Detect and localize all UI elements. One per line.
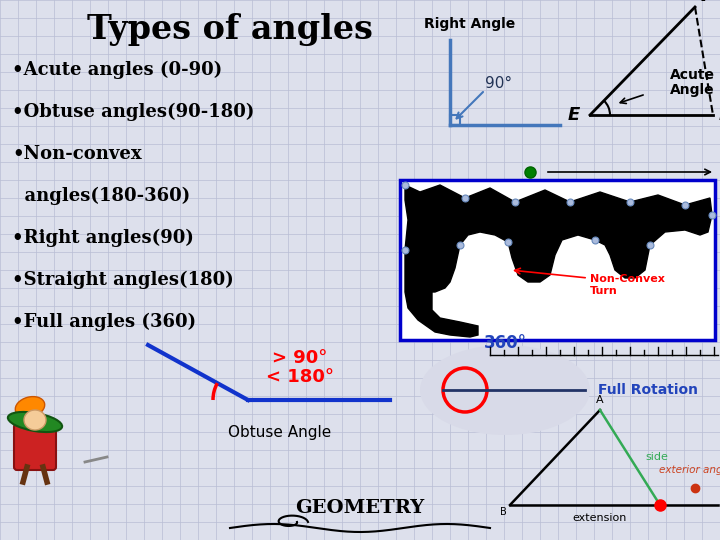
Text: B: B: [500, 507, 507, 517]
Text: GEOMETRY: GEOMETRY: [295, 499, 425, 517]
Ellipse shape: [420, 345, 590, 435]
Text: •Non-convex: •Non-convex: [12, 145, 142, 163]
Text: E: E: [568, 106, 580, 124]
Text: A: A: [596, 395, 604, 405]
Bar: [450, 115, 460, 125]
Text: < 180°: < 180°: [266, 368, 334, 386]
Text: •Straight angles(180): •Straight angles(180): [12, 271, 234, 289]
Text: exterior angle: exterior angle: [659, 465, 720, 475]
Text: Right Angle: Right Angle: [424, 17, 516, 31]
Text: Acute: Acute: [670, 68, 715, 82]
FancyBboxPatch shape: [14, 424, 56, 470]
Text: Full Rotation: Full Rotation: [598, 383, 698, 397]
Text: •Acute angles (0-90): •Acute angles (0-90): [12, 61, 222, 79]
Text: Angle: Angle: [670, 83, 715, 97]
Text: side: side: [645, 453, 668, 462]
Ellipse shape: [15, 396, 45, 417]
Text: •Right angles(90): •Right angles(90): [12, 229, 194, 247]
Polygon shape: [405, 185, 712, 337]
Text: 360°: 360°: [484, 334, 526, 352]
Text: 90°: 90°: [485, 76, 512, 91]
Text: > 90°: > 90°: [272, 349, 328, 367]
Text: F: F: [701, 0, 714, 5]
Text: Obtuse Angle: Obtuse Angle: [228, 424, 332, 440]
Ellipse shape: [8, 412, 62, 432]
Text: Non-Convex
Turn: Non-Convex Turn: [590, 274, 665, 296]
Text: D: D: [719, 106, 720, 124]
Ellipse shape: [24, 410, 46, 430]
Text: angles(180-360): angles(180-360): [12, 187, 190, 205]
Text: •Obtuse angles(90-180): •Obtuse angles(90-180): [12, 103, 254, 121]
Text: Types of angles: Types of angles: [87, 14, 373, 46]
Text: extension: extension: [573, 513, 627, 523]
Bar: [400, 180, 715, 340]
Text: •Full angles (360): •Full angles (360): [12, 313, 196, 331]
